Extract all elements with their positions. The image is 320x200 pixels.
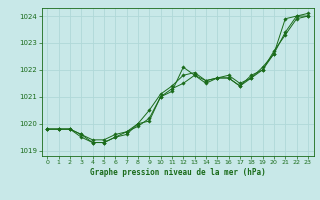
X-axis label: Graphe pression niveau de la mer (hPa): Graphe pression niveau de la mer (hPa) — [90, 168, 266, 177]
